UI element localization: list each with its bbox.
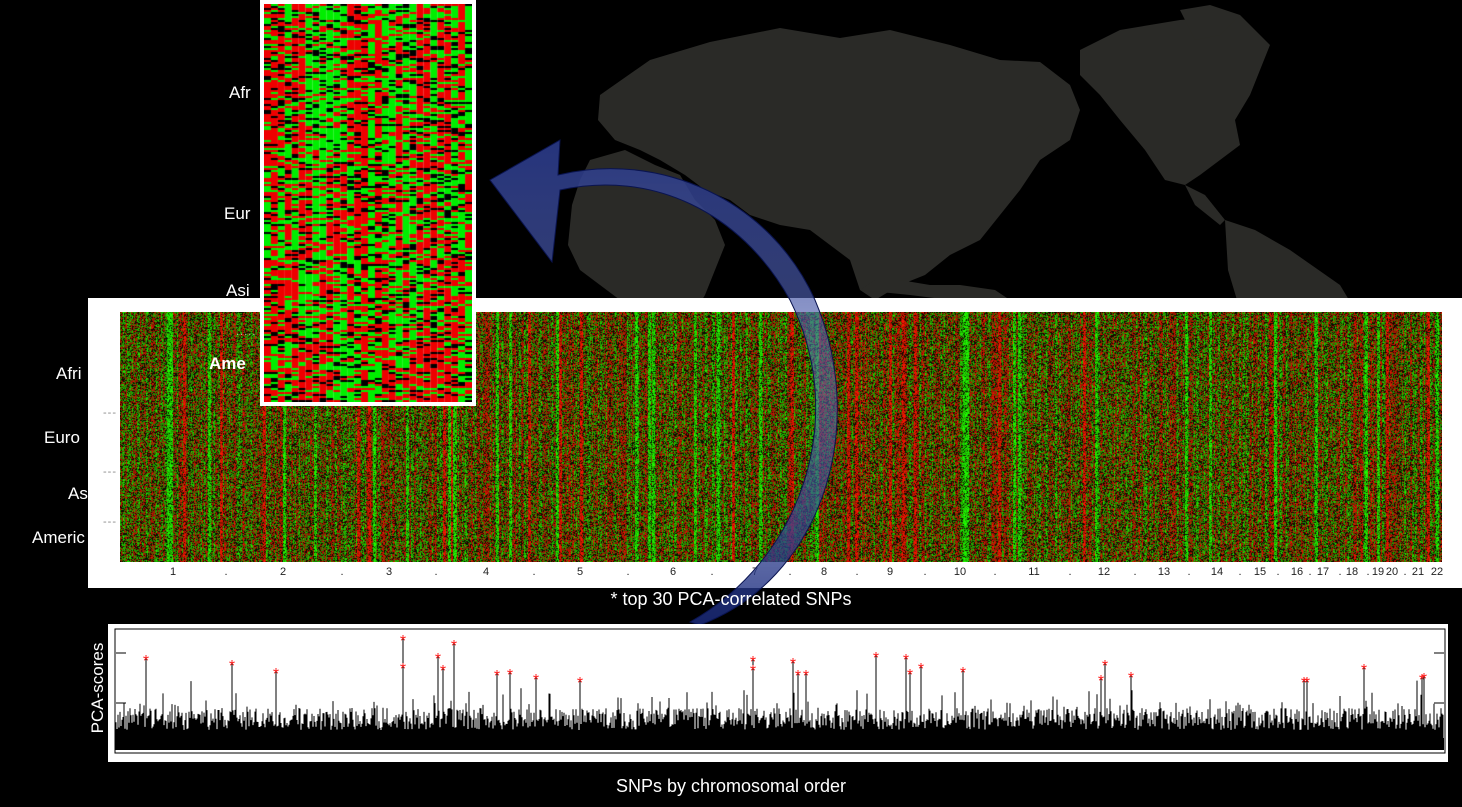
chromosome-tick-label: . <box>1308 566 1312 578</box>
chromosome-tick-label: 1 <box>169 566 177 578</box>
greenland <box>1180 5 1240 40</box>
inset-label-asia: Asi <box>226 281 250 300</box>
chromosome-tick-label: 14 <box>1210 566 1224 578</box>
top-snp-marker: * <box>1421 671 1427 688</box>
pop-label-africa: Afri <box>56 364 82 383</box>
top-snp-marker: * <box>1361 662 1367 679</box>
chromosome-tick-label: . <box>340 566 344 578</box>
chromosome-tick-label: . <box>1338 566 1342 578</box>
chromosome-tick-label: . <box>434 566 438 578</box>
chromosome-tick-label: 20 <box>1385 566 1399 578</box>
top-snp-marker: * <box>1098 673 1104 690</box>
chromosome-tick-label: 8 <box>820 566 828 578</box>
top-snp-marker: * <box>1301 675 1307 692</box>
top-snp-marker: * <box>873 650 879 667</box>
top-snp-marker: * <box>790 656 796 673</box>
chromosome-tick-label: 5 <box>576 566 584 578</box>
north-america-landmass <box>1080 15 1270 185</box>
eurasia-landmass <box>598 28 1080 300</box>
chromosome-tick-label: 11 <box>1028 566 1040 578</box>
pop-label-europe: Euro <box>44 428 80 447</box>
top-snp-marker: * <box>229 658 235 675</box>
top-snp-marker: * <box>795 668 801 685</box>
chromosome-tick-label: . <box>710 566 714 578</box>
chromosome-tick-label: 2 <box>279 566 287 578</box>
figure-caption: * top 30 PCA-correlated SNPs <box>610 589 852 609</box>
chromosome-tick-label: 3 <box>385 566 393 578</box>
chromosome-tick-label: 12 <box>1097 566 1111 578</box>
chromosome-tick-label: 16 <box>1290 566 1304 578</box>
pca-scores-plot: * * ******* * * *** ** ** ** * * *** ***** <box>114 628 1446 754</box>
top-snp-marker: * <box>143 653 149 670</box>
top-snp-marker: * <box>400 661 406 678</box>
central-america <box>1185 185 1225 225</box>
chromosome-tick-label: 22 <box>1430 566 1444 578</box>
top-snp-marker: * <box>577 675 583 692</box>
chromosome-tick-label: 4 <box>482 566 490 578</box>
inset-label-europe: Eur <box>224 204 251 223</box>
chromosome-tick-label: 7 <box>751 566 759 578</box>
top-snp-marker: * <box>1102 658 1108 675</box>
top-snp-marker: * <box>273 666 279 683</box>
top-snp-inset-heatmap <box>264 4 472 402</box>
chromosome-tick-label: 21 <box>1411 566 1425 578</box>
top-snp-marker: * <box>400 633 406 650</box>
top-snp-marker: * <box>1419 672 1425 689</box>
top-snp-marker: * <box>494 668 500 685</box>
pop-label-asia: As <box>68 484 88 503</box>
top-snp-marker: * <box>435 651 441 668</box>
chromosome-tick-label: 18 <box>1345 566 1359 578</box>
chromosome-tick-label: 17 <box>1316 566 1330 578</box>
top-snp-marker: * <box>451 638 457 655</box>
chromosome-tick-label: 19 <box>1371 566 1385 578</box>
chromosome-tick-label: . <box>626 566 630 578</box>
chromosome-tick-label: . <box>1276 566 1280 578</box>
chromosome-tick-label: . <box>1366 566 1370 578</box>
chromosome-tick-label: 10 <box>953 566 967 578</box>
chromosome-tick-label: . <box>1403 566 1407 578</box>
inset-label-africa: Afr <box>229 83 251 102</box>
top-snp-marker: * <box>750 654 756 671</box>
inset-label-america: Ame <box>209 354 246 373</box>
chromosome-tick-label: . <box>923 566 927 578</box>
chromosome-tick-label: . <box>993 566 997 578</box>
chromosome-tick-label: . <box>788 566 792 578</box>
chromosome-tick-label: 15 <box>1253 566 1267 578</box>
chromosome-tick-label: . <box>1133 566 1137 578</box>
chromosome-tick-label: 6 <box>669 566 677 578</box>
chromosome-tick-label: . <box>1187 566 1191 578</box>
top-snp-marker: * <box>440 663 446 680</box>
top-snp-marker: * <box>507 667 513 684</box>
pca-baseline-fill <box>116 738 1444 750</box>
top-snp-marker: * <box>903 652 909 669</box>
top-snp-marker: * <box>533 672 539 689</box>
chromosome-tick-label: 13 <box>1157 566 1171 578</box>
top-snp-marker: * <box>803 668 809 685</box>
pca-x-axis-label: SNPs by chromosomal order <box>615 776 847 796</box>
top-snp-marker: * <box>907 667 913 684</box>
top-snp-marker: * <box>750 663 756 680</box>
pca-y-axis-label: PCA-scores <box>88 642 107 734</box>
chromosome-tick-label: . <box>1068 566 1072 578</box>
inset-separator: ..... <box>236 326 257 338</box>
pop-separator: --- <box>103 466 117 478</box>
top-snp-marker: * <box>1304 675 1310 692</box>
chromosome-tick-label: . <box>532 566 536 578</box>
top-snp-marker: * <box>918 661 924 678</box>
chromosome-tick-label: . <box>1238 566 1242 578</box>
pca-plot-frame <box>114 628 1446 754</box>
chromosome-tick-label: . <box>224 566 228 578</box>
chromosome-tick-label: . <box>855 566 859 578</box>
pop-label-america: Americ <box>32 528 85 547</box>
pop-separator: --- <box>103 516 117 528</box>
top-snp-marker: * <box>960 665 966 682</box>
japan <box>1025 125 1050 170</box>
chromosome-tick-label: 9 <box>886 566 894 578</box>
pop-separator: --- <box>103 407 117 419</box>
top-snp-marker: * <box>1128 670 1134 687</box>
